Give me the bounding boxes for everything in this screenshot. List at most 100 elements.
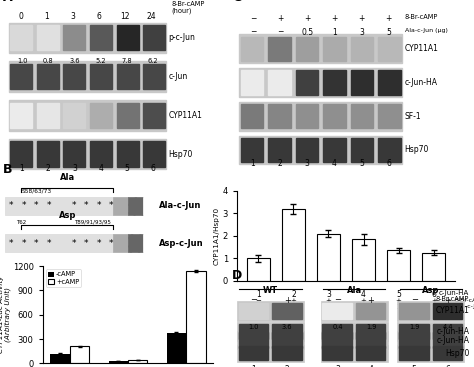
Legend: -cAMP, +cAMP: -cAMP, +cAMP [46, 269, 81, 287]
Text: S58/63/73: S58/63/73 [21, 188, 52, 193]
Text: −: − [250, 295, 257, 305]
Bar [433, 346, 462, 360]
Text: 2: 2 [278, 159, 283, 168]
Text: 8-Br-cAMP: 8-Br-cAMP [436, 295, 469, 302]
Bar [10, 103, 32, 128]
Text: 3: 3 [326, 290, 331, 299]
Text: 1: 1 [361, 304, 366, 310]
Text: Ala: Ala [60, 173, 75, 182]
Bar [90, 64, 112, 89]
Text: SF-1: SF-1 [405, 112, 421, 121]
Text: 3.6: 3.6 [69, 58, 80, 64]
Bar [322, 346, 352, 360]
Text: 8-Br-cAMP: 8-Br-cAMP [455, 298, 474, 303]
Bar [5, 234, 113, 252]
Bar [321, 301, 388, 321]
Text: −: − [255, 298, 261, 304]
Bar [143, 234, 155, 252]
Bar [378, 70, 401, 95]
Bar [143, 197, 155, 215]
Bar [117, 64, 138, 89]
Bar [239, 102, 402, 131]
Y-axis label: CYP11A1/Hsp70: CYP11A1/Hsp70 [214, 207, 220, 265]
Text: +: + [326, 298, 331, 304]
Text: 0.4: 0.4 [332, 324, 343, 330]
Text: 0.5: 0.5 [301, 28, 313, 37]
Text: 5: 5 [386, 28, 391, 37]
Bar [323, 70, 346, 95]
Bar [378, 104, 401, 128]
Text: 3: 3 [71, 12, 75, 21]
Text: T89/91/93/95: T89/91/93/95 [74, 219, 111, 225]
Text: *: * [21, 239, 26, 248]
Text: 6.2: 6.2 [148, 58, 159, 64]
Text: 5: 5 [125, 164, 129, 173]
Bar [241, 37, 263, 61]
Text: Asp-c-Jun: Asp-c-Jun [159, 239, 204, 248]
Bar [241, 138, 263, 162]
Bar [282, 209, 305, 281]
Bar [90, 25, 112, 51]
Text: Hsp70: Hsp70 [445, 349, 469, 358]
Bar [321, 345, 388, 362]
Bar [268, 104, 291, 128]
Bar [9, 22, 166, 53]
Text: B: B [3, 163, 12, 175]
Bar [321, 323, 388, 341]
Text: Ala-c-Jun (μg): Ala-c-Jun (μg) [405, 28, 447, 33]
Bar [237, 323, 304, 341]
Bar [322, 324, 352, 339]
Bar [272, 302, 302, 319]
Bar [317, 233, 340, 281]
Text: 6: 6 [445, 365, 450, 367]
Bar [36, 25, 59, 51]
Bar [128, 197, 143, 215]
Text: *: * [96, 239, 101, 248]
Bar [378, 138, 401, 162]
Text: −: − [255, 304, 261, 310]
Bar [397, 331, 465, 349]
Text: A: A [3, 0, 12, 4]
Text: +: + [444, 295, 451, 305]
Bar [399, 302, 428, 319]
Text: T62: T62 [16, 219, 27, 225]
Bar [433, 324, 462, 339]
Bar [90, 141, 112, 167]
Bar [433, 333, 462, 348]
Text: Hsp70: Hsp70 [405, 145, 429, 155]
Text: 5: 5 [359, 159, 364, 168]
Text: −: − [277, 28, 283, 37]
Text: 5: 5 [396, 290, 401, 299]
Text: *: * [46, 201, 51, 211]
Text: +: + [368, 295, 374, 305]
Text: 2: 2 [46, 164, 51, 173]
Bar [143, 141, 165, 167]
Text: CYP11A1: CYP11A1 [435, 306, 469, 315]
Text: −: − [250, 14, 256, 23]
Text: 6: 6 [431, 290, 436, 299]
Bar [167, 333, 186, 363]
Bar [422, 252, 445, 281]
Bar [117, 25, 138, 51]
Text: *: * [21, 201, 26, 211]
Text: 7.8: 7.8 [122, 58, 132, 64]
Text: c-Jun: c-Jun [168, 72, 188, 81]
Bar [9, 139, 166, 170]
Text: 1: 1 [251, 159, 255, 168]
Text: 4.4: 4.4 [442, 324, 453, 330]
Bar [323, 104, 346, 128]
Bar [296, 104, 319, 128]
Text: 4: 4 [98, 164, 103, 173]
Text: −: − [250, 28, 256, 37]
Text: 6: 6 [151, 164, 155, 173]
Bar [239, 136, 402, 164]
Text: *: * [34, 239, 38, 248]
Bar [351, 138, 374, 162]
Bar [237, 331, 304, 349]
Text: +: + [284, 295, 291, 305]
Bar [128, 234, 143, 252]
Text: +: + [385, 14, 392, 23]
Text: CYP11A1: CYP11A1 [405, 44, 438, 53]
Text: 3: 3 [305, 159, 310, 168]
Text: *: * [34, 201, 38, 211]
